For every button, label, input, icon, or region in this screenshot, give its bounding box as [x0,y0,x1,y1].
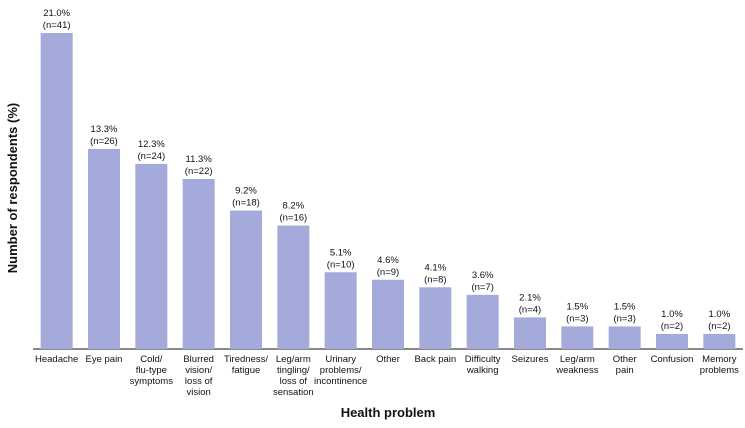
count-label-headache: (n=41) [43,20,71,31]
count-label-eye-pain: (n=26) [90,136,118,147]
category-label-line: Difficulty [465,354,501,365]
category-label-line: Eye pain [86,354,123,365]
category-label-line: Urinary [325,354,356,365]
bar-leg-arm-weakness [561,326,594,349]
bars-group [40,33,736,349]
value-label-eye-pain: 13.3% [91,124,118,135]
category-label-line: Cold/ [140,354,163,365]
category-label-urinary-problems-incontinence: Urinary problems/incontinence [314,354,367,387]
bar-urinary-problems-incontinence [324,272,357,349]
category-label-leg-arm-tingling-loss-of-sensation: Leg/arm tingling/loss of sensation [273,354,314,398]
count-label-other-pain: (n=3) [613,313,635,324]
category-label-line: loss of [185,376,213,387]
count-label-blurred-vision-loss-of-vision: (n=22) [185,166,213,177]
count-label-memory-problems: (n=2) [708,321,730,332]
category-label-line: Headache [35,354,78,365]
bar-seizures [514,317,546,349]
category-label-line: fatigue [232,365,261,376]
bar-back-pain [419,287,452,349]
category-label-other-pain: Other pain [613,354,637,376]
category-label-line: problems [700,365,739,376]
bar-tiredness-fatigue [230,210,262,349]
value-label-leg-arm-weakness: 1.5% [567,301,589,312]
category-label-seizures: Seizures [512,354,549,365]
value-label-leg-arm-tingling-loss-of-sensation: 8.2% [283,201,305,212]
category-label-blurred-vision-loss-of-vision: Blurred vision/loss of vision [183,354,214,398]
category-label-line: pain [616,365,634,376]
category-labels-group: Headache Eye pain Cold/flu-type symptoms Blu… [35,354,739,398]
category-label-line: incontinence [314,376,367,387]
category-label-line: Confusion [651,354,694,365]
count-label-other: (n=9) [377,267,399,278]
value-label-headache: 21.0% [43,8,70,19]
value-label-urinary-problems-incontinence: 5.1% [330,247,352,258]
count-label-confusion: (n=2) [661,321,683,332]
category-label-confusion: Confusion [651,354,694,365]
category-label-tiredness-fatigue: Tiredness/fatigue [224,354,268,376]
bar-difficulty-walking [466,294,499,349]
category-label-line: Leg/arm [276,354,311,365]
category-label-line: Leg/arm [560,354,595,365]
category-label-line: Other [376,354,400,365]
value-label-cold-flu-type-symptoms: 12.3% [138,139,165,150]
count-label-tiredness-fatigue: (n=18) [232,198,260,209]
category-label-eye-pain: Eye pain [86,354,123,365]
bar-blurred-vision-loss-of-vision [182,178,215,349]
category-label-line: vision/ [185,365,212,376]
count-label-cold-flu-type-symptoms: (n=24) [137,151,165,162]
category-label-line: Back pain [414,354,456,365]
value-label-blurred-vision-loss-of-vision: 11.3% [186,154,213,165]
bar-headache [40,33,73,349]
value-label-seizures: 2.1% [519,292,541,303]
count-label-leg-arm-weakness: (n=3) [566,313,588,324]
value-label-other: 4.6% [377,255,399,266]
value-label-other-pain: 1.5% [614,301,636,312]
bar-memory-problems [703,333,736,349]
category-label-leg-arm-weakness: Leg/arm weakness [555,354,598,376]
count-label-leg-arm-tingling-loss-of-sensation: (n=16) [279,213,307,224]
category-label-memory-problems: Memory problems [700,354,739,376]
category-label-line: weakness [555,365,598,376]
count-label-back-pain: (n=8) [424,274,446,285]
category-label-line: Blurred [183,354,214,365]
category-label-other: Other [376,354,400,365]
bar-eye-pain [88,148,120,349]
category-label-line: tingling/ [277,365,310,376]
labels-group: 21.0%(n=41)13.3%(n=26) 12.3%(n=24) 11.3%(n… [43,8,731,332]
category-label-line: symptoms [130,376,174,387]
count-label-urinary-problems-incontinence: (n=10) [327,259,355,270]
category-label-line: Other [613,354,637,365]
category-label-line: walking [466,365,499,376]
category-label-line: sensation [273,387,314,398]
value-label-back-pain: 4.1% [425,262,447,273]
category-label-line: Seizures [512,354,549,365]
bar-leg-arm-tingling-loss-of-sensation [277,225,310,349]
category-label-line: flu-type [136,365,167,376]
category-label-line: problems/ [320,365,362,376]
category-label-line: loss of [280,376,308,387]
category-label-back-pain: Back pain [414,354,456,365]
bar-confusion [656,333,688,349]
count-label-seizures: (n=4) [519,304,541,315]
category-label-cold-flu-type-symptoms: Cold/flu-type symptoms [130,354,174,387]
value-label-memory-problems: 1.0% [709,309,731,320]
value-label-confusion: 1.0% [661,309,683,320]
count-label-difficulty-walking: (n=7) [471,282,493,293]
value-label-tiredness-fatigue: 9.2% [235,186,257,197]
x-axis-title: Health problem [341,405,436,420]
category-label-line: Memory [702,354,737,365]
bar-cold-flu-type-symptoms [135,163,168,349]
category-label-difficulty-walking: Difficulty walking [465,354,501,376]
category-label-line: vision [187,387,211,398]
category-label-headache: Headache [35,354,78,365]
bar-other [372,279,404,349]
value-label-difficulty-walking: 3.6% [472,270,494,281]
category-label-line: Tiredness/ [224,354,268,365]
y-axis-title: Number of respondents (%) [5,103,20,273]
bar-other-pain [608,326,641,349]
